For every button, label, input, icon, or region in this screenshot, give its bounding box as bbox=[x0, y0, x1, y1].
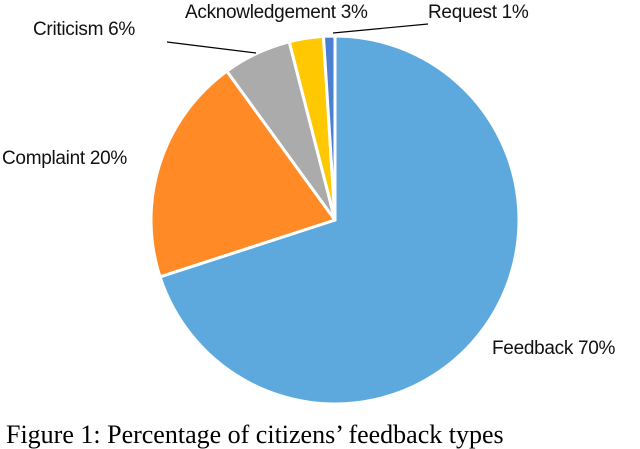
criticism-leader-line bbox=[166, 41, 257, 54]
figure-caption: Figure 1: Percentage of citizens’ feedba… bbox=[6, 420, 504, 449]
label-request: Request 1% bbox=[428, 2, 529, 23]
label-acknowledgement: Acknowledgement 3% bbox=[185, 2, 368, 23]
pie-slice-request bbox=[321, 34, 337, 222]
pie-slice-complaint bbox=[149, 69, 337, 279]
pie-slices bbox=[149, 34, 521, 406]
pie-slice-feedback bbox=[158, 34, 521, 406]
pie-chart: Criticism 6% Acknowledgement 3% Request … bbox=[2, 2, 616, 448]
label-feedback: Feedback 70% bbox=[492, 338, 616, 359]
request-leader-line bbox=[332, 23, 429, 34]
label-criticism: Criticism 6% bbox=[33, 19, 135, 40]
pie-svg bbox=[149, 23, 521, 406]
label-complaint: Complaint 20% bbox=[2, 148, 127, 169]
